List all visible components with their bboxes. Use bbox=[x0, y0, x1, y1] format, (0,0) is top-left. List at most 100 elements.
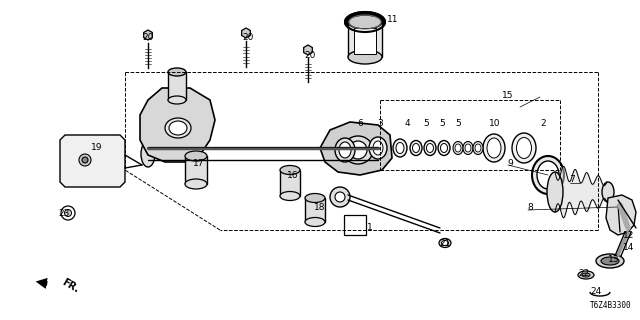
Ellipse shape bbox=[185, 151, 207, 161]
Text: T6Z4B3300: T6Z4B3300 bbox=[590, 301, 632, 310]
Text: 1: 1 bbox=[367, 223, 373, 233]
Text: 9: 9 bbox=[507, 158, 513, 167]
Ellipse shape bbox=[339, 142, 351, 158]
Polygon shape bbox=[303, 45, 312, 55]
Text: 10: 10 bbox=[489, 118, 500, 127]
Ellipse shape bbox=[601, 257, 619, 265]
Ellipse shape bbox=[473, 141, 483, 155]
Text: 22: 22 bbox=[579, 268, 589, 277]
Ellipse shape bbox=[438, 140, 450, 156]
Circle shape bbox=[612, 201, 620, 209]
Polygon shape bbox=[140, 88, 215, 162]
Ellipse shape bbox=[393, 139, 407, 157]
Ellipse shape bbox=[305, 218, 325, 227]
Ellipse shape bbox=[413, 143, 419, 153]
Polygon shape bbox=[242, 28, 250, 38]
Circle shape bbox=[82, 157, 88, 163]
Ellipse shape bbox=[185, 179, 207, 189]
Bar bbox=[305, 198, 325, 222]
Ellipse shape bbox=[410, 140, 422, 156]
Ellipse shape bbox=[141, 141, 155, 167]
Circle shape bbox=[61, 206, 75, 220]
Text: 23: 23 bbox=[58, 209, 70, 218]
Ellipse shape bbox=[532, 156, 564, 194]
Ellipse shape bbox=[424, 140, 436, 156]
Ellipse shape bbox=[439, 238, 451, 247]
Circle shape bbox=[330, 187, 350, 207]
Text: 12: 12 bbox=[623, 230, 635, 239]
Ellipse shape bbox=[349, 15, 381, 29]
Ellipse shape bbox=[442, 241, 449, 245]
Ellipse shape bbox=[343, 136, 373, 164]
Bar bbox=[354, 28, 376, 54]
Text: 3: 3 bbox=[377, 118, 383, 127]
Polygon shape bbox=[606, 195, 636, 235]
Ellipse shape bbox=[463, 141, 473, 155]
Ellipse shape bbox=[369, 137, 387, 159]
Text: 24: 24 bbox=[590, 286, 602, 295]
Text: 6: 6 bbox=[357, 118, 363, 127]
Text: 17: 17 bbox=[193, 158, 205, 167]
Ellipse shape bbox=[164, 113, 186, 127]
Ellipse shape bbox=[345, 12, 385, 32]
Text: 11: 11 bbox=[387, 15, 399, 25]
Ellipse shape bbox=[280, 191, 300, 201]
Text: 13: 13 bbox=[608, 255, 620, 265]
Text: 15: 15 bbox=[502, 91, 514, 100]
Ellipse shape bbox=[453, 141, 463, 155]
Ellipse shape bbox=[396, 142, 404, 154]
Ellipse shape bbox=[168, 96, 186, 104]
Bar bbox=[348, 22, 382, 57]
Bar bbox=[185, 156, 207, 184]
Ellipse shape bbox=[582, 273, 590, 277]
Text: 19: 19 bbox=[92, 143, 103, 153]
Text: 4: 4 bbox=[404, 118, 410, 127]
Bar bbox=[168, 72, 186, 100]
Ellipse shape bbox=[165, 118, 191, 138]
Ellipse shape bbox=[455, 144, 461, 152]
Circle shape bbox=[79, 154, 91, 166]
Text: 8: 8 bbox=[527, 203, 533, 212]
Ellipse shape bbox=[348, 50, 382, 64]
Ellipse shape bbox=[475, 144, 481, 152]
Ellipse shape bbox=[335, 138, 355, 162]
Circle shape bbox=[335, 192, 345, 202]
Text: 5: 5 bbox=[439, 118, 445, 127]
Bar bbox=[344, 215, 366, 235]
Text: 5: 5 bbox=[455, 118, 461, 127]
Ellipse shape bbox=[305, 194, 325, 203]
Ellipse shape bbox=[373, 141, 383, 155]
Circle shape bbox=[65, 210, 72, 217]
Text: 5: 5 bbox=[423, 118, 429, 127]
Text: 7: 7 bbox=[569, 175, 575, 185]
Ellipse shape bbox=[426, 143, 433, 153]
Ellipse shape bbox=[440, 143, 447, 153]
Ellipse shape bbox=[280, 165, 300, 174]
Text: 14: 14 bbox=[623, 244, 635, 252]
Ellipse shape bbox=[512, 133, 536, 163]
Polygon shape bbox=[320, 122, 392, 175]
Text: 2: 2 bbox=[540, 118, 546, 127]
Polygon shape bbox=[143, 30, 152, 40]
Ellipse shape bbox=[547, 172, 563, 212]
Text: 16: 16 bbox=[287, 171, 299, 180]
Ellipse shape bbox=[487, 138, 501, 158]
Text: 20: 20 bbox=[142, 34, 154, 43]
Ellipse shape bbox=[483, 134, 505, 162]
Polygon shape bbox=[60, 135, 125, 187]
Ellipse shape bbox=[611, 199, 621, 211]
Ellipse shape bbox=[160, 109, 190, 131]
Bar bbox=[280, 170, 300, 196]
Text: FR.: FR. bbox=[60, 277, 81, 295]
Ellipse shape bbox=[516, 138, 531, 158]
Ellipse shape bbox=[349, 141, 367, 159]
Ellipse shape bbox=[465, 144, 471, 152]
Ellipse shape bbox=[578, 271, 594, 279]
Ellipse shape bbox=[348, 15, 382, 29]
Text: 18: 18 bbox=[314, 204, 326, 212]
Ellipse shape bbox=[169, 121, 187, 135]
Ellipse shape bbox=[168, 68, 186, 76]
Text: 21: 21 bbox=[439, 238, 451, 247]
Ellipse shape bbox=[537, 161, 559, 189]
Text: 20: 20 bbox=[243, 34, 253, 43]
